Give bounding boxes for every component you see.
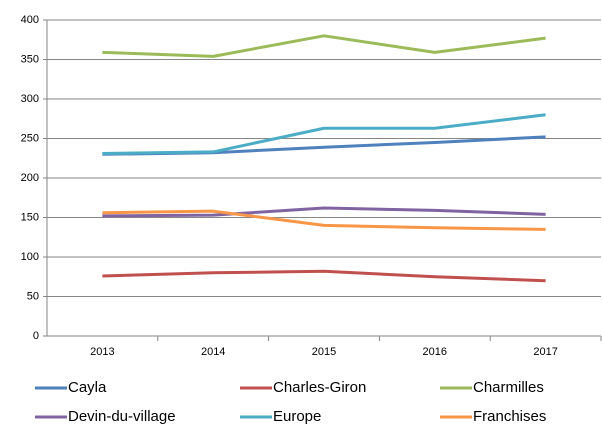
y-tick-label: 100 [21,251,39,263]
y-tick-label: 50 [27,290,39,302]
series-line [102,209,546,231]
legend-label: Franchises [473,408,546,425]
x-tick-label: 2017 [533,346,557,358]
y-tick-label: 400 [21,14,39,26]
y-tick-label: 0 [33,330,39,342]
legend-label: Charmilles [473,379,544,396]
series-line [102,206,546,218]
legend-label: Europe [273,408,321,425]
legend-label: Cayla [68,379,107,396]
y-tick-label: 200 [21,172,39,184]
y-tick-label: 350 [21,53,39,65]
x-tick-label: 2014 [201,346,225,358]
y-tick-label: 300 [21,93,39,105]
x-tick-label: 2016 [423,346,447,358]
legend: Cayla Charles-Giron Charmilles Devin-du-vil… [35,379,546,425]
y-tick-label: 150 [21,211,39,223]
y-tick-label: 250 [21,132,39,144]
x-tick-label: 2013 [90,346,114,358]
series-line [102,34,546,58]
series-line [102,113,546,156]
legend-label: Charles-Giron [273,379,366,396]
legend-label: Devin-du-village [68,408,176,425]
series-line [102,269,546,283]
x-tick-label: 2015 [312,346,336,358]
